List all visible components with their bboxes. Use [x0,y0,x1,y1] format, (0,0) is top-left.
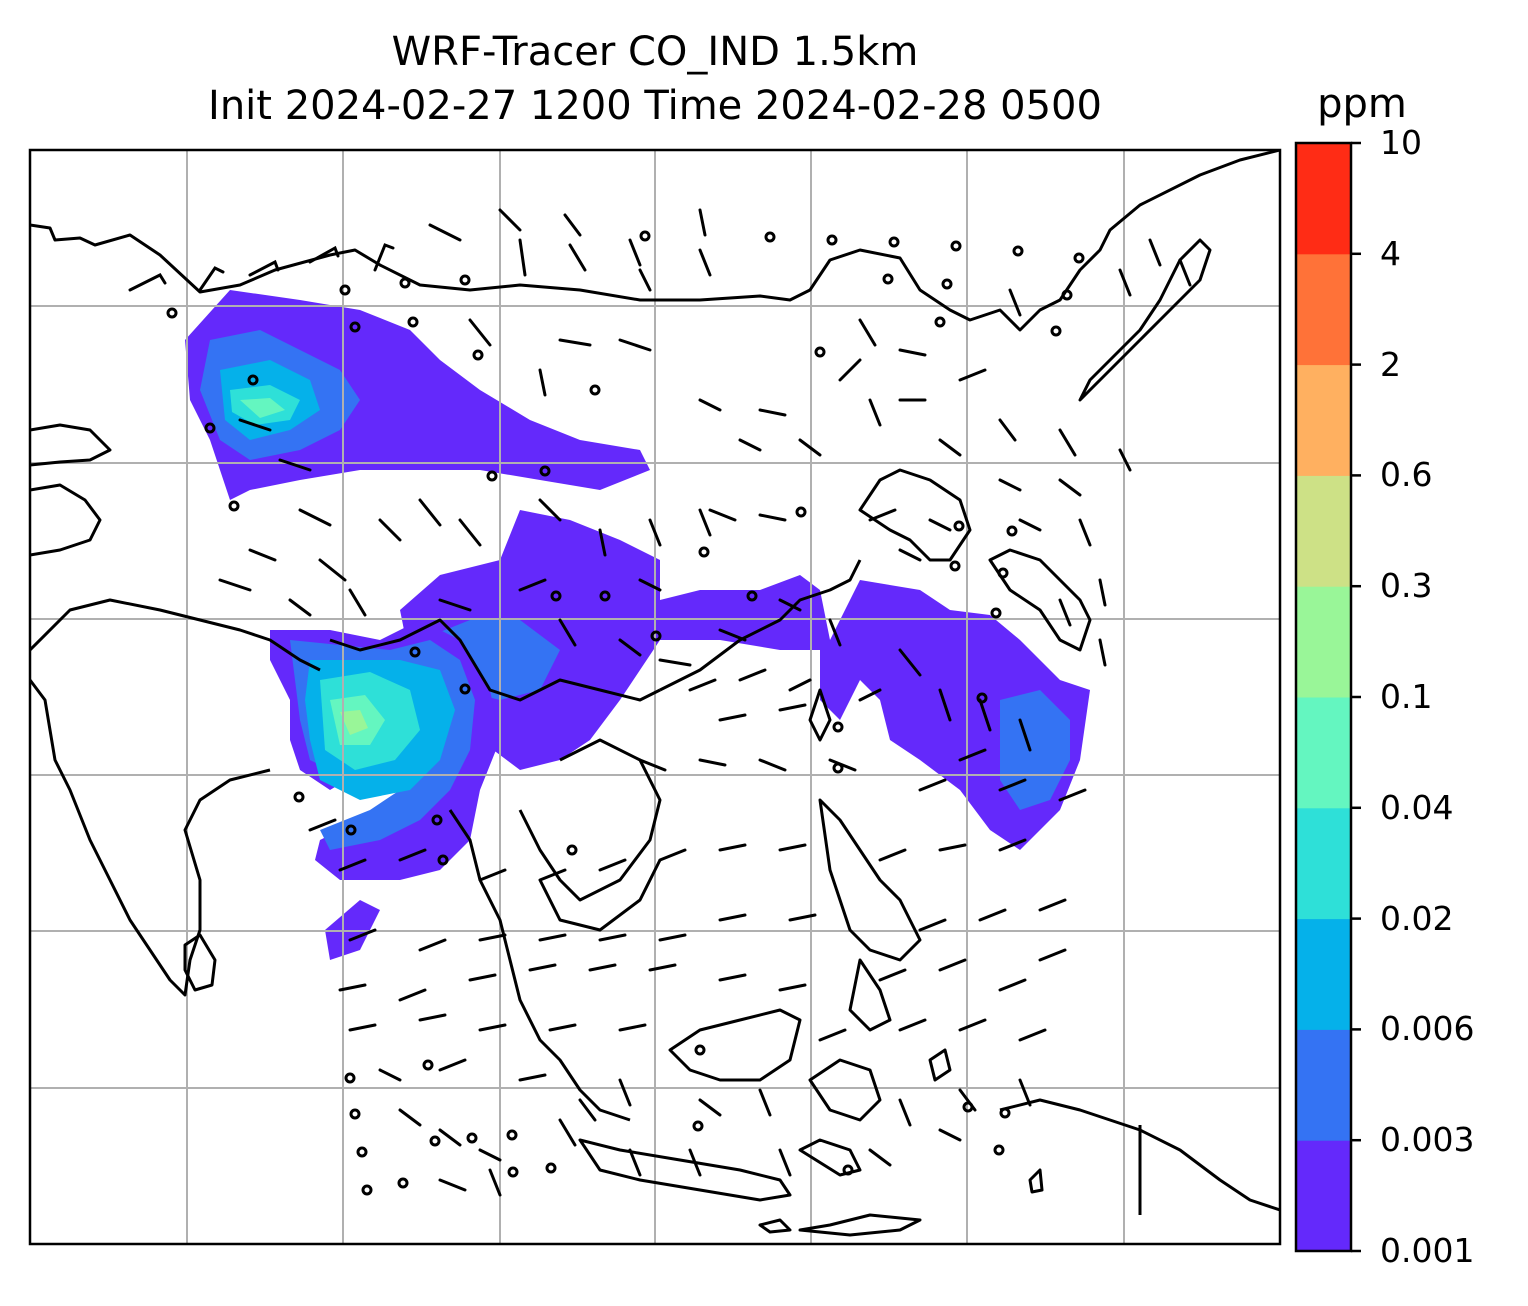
colorbar-tick-label: 0.001 [1380,1231,1475,1270]
map-frame [28,148,1282,1246]
chart-title-line1: WRF-Tracer CO_IND 1.5km [391,29,919,75]
colorbar-segment [1296,1029,1351,1141]
colorbar-tick-label: 10 [1380,123,1422,162]
colorbar-segment [1296,253,1351,366]
colorbar-tick-label: 0.6 [1380,455,1433,495]
colorbar-segment [1296,364,1351,476]
colorbar-tick-label: 2 [1380,344,1401,384]
colorbar-segment [1296,807,1351,920]
plume-northwest-peak [240,398,285,418]
chart-title-line2: Init 2024-02-27 1200 Time 2024-02-28 050… [208,83,1102,129]
colorbar-segment [1296,586,1351,698]
plume-central-outer [400,510,1090,850]
plume-southwest-max [340,710,368,735]
wind-barbs [128,208,1192,1197]
colorbar-tick-label: 0.04 [1380,787,1454,827]
calm-markers [166,230,1085,1196]
colorbar-unit-label: ppm [1317,81,1407,127]
gridlines [30,150,1280,1244]
colorbar-tick-label: 0.006 [1380,1009,1475,1049]
concentration-field [185,290,1090,960]
colorbar [1294,141,1361,1253]
coastlines [30,150,1280,1237]
plume-east-mid [1000,690,1070,810]
colorbar-tick-label: 0.003 [1380,1120,1475,1160]
colorbar-tick-label: 0.3 [1380,566,1433,606]
colorbar-tick-label: 0.1 [1380,677,1433,716]
colorbar-tick-label: 4 [1380,233,1401,273]
colorbar-segment [1296,143,1351,255]
colorbar-segment [1296,1140,1351,1252]
colorbar-segment [1296,918,1351,1030]
colorbar-tick-label: 0.02 [1380,898,1454,938]
colorbar-segment [1296,697,1351,809]
colorbar-segment [1296,475,1351,587]
